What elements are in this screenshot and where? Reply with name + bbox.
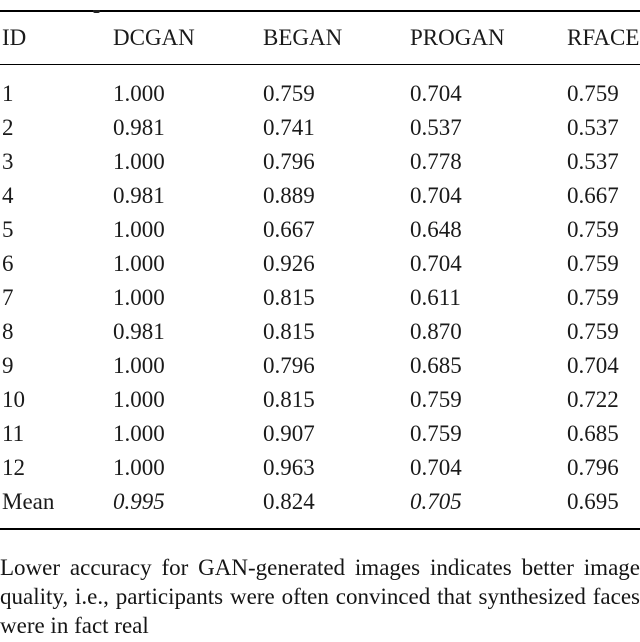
began-value: 0.741 <box>263 115 315 140</box>
dcgan-value: 0.981 <box>113 183 165 208</box>
dcgan-value: 1.000 <box>113 217 165 242</box>
progan-value: 0.537 <box>410 115 462 140</box>
rface-value: 0.759 <box>567 319 619 344</box>
column-header-progan: PROGAN <box>410 25 505 50</box>
progan-value: 0.648 <box>410 217 462 242</box>
table-body: 1 1.000 0.759 0.704 0.759 2 0.981 0.741 … <box>0 65 640 530</box>
began-value: 0.889 <box>263 183 315 208</box>
dcgan-value: 1.000 <box>113 421 165 446</box>
row-id: 10 <box>2 387 25 412</box>
row-id: 4 <box>2 183 14 208</box>
progan-value: 0.611 <box>410 285 461 310</box>
row-id: 5 <box>2 217 14 242</box>
dcgan-value: 1.000 <box>113 455 165 480</box>
progan-value: 0.759 <box>410 387 462 412</box>
rface-value: 0.759 <box>567 251 619 276</box>
began-value: 0.926 <box>263 251 315 276</box>
rface-value: 0.695 <box>567 489 619 514</box>
table-row: 11 1.000 0.907 0.759 0.685 <box>0 417 640 451</box>
row-id: 3 <box>2 149 14 174</box>
results-table: ID DCGAN BEGAN PROGAN RFACE 1 1.000 0.75… <box>0 10 640 530</box>
row-id: Mean <box>2 489 55 514</box>
rface-value: 0.722 <box>567 387 619 412</box>
began-value: 0.796 <box>263 353 315 378</box>
progan-value: 0.704 <box>410 183 462 208</box>
rface-value: 0.537 <box>567 149 619 174</box>
table-row: 2 0.981 0.741 0.537 0.537 <box>0 111 640 145</box>
rface-value: 0.685 <box>567 421 619 446</box>
table-row: 4 0.981 0.889 0.704 0.667 <box>0 179 640 213</box>
rface-value: 0.759 <box>567 285 619 310</box>
caption-line: were in fact real <box>0 613 149 638</box>
rface-value: 0.796 <box>567 455 619 480</box>
rface-value: 0.537 <box>567 115 619 140</box>
progan-value: 0.759 <box>410 421 462 446</box>
progan-value: 0.705 <box>410 489 462 514</box>
table-row: 3 1.000 0.796 0.778 0.537 <box>0 145 640 179</box>
table-row: 10 1.000 0.815 0.759 0.722 <box>0 383 640 417</box>
caption-line: Lower accuracy for GAN-generated images … <box>0 555 640 580</box>
rface-value: 0.667 <box>567 183 619 208</box>
row-id: 1 <box>2 81 14 106</box>
row-id: 2 <box>2 115 14 140</box>
progan-value: 0.704 <box>410 81 462 106</box>
rface-value: 0.704 <box>567 353 619 378</box>
progan-value: 0.778 <box>410 149 462 174</box>
rface-value: 0.759 <box>567 217 619 242</box>
column-header-began: BEGAN <box>263 25 343 50</box>
began-value: 0.815 <box>263 319 315 344</box>
began-value: 0.796 <box>263 149 315 174</box>
row-id: 7 <box>2 285 14 310</box>
row-id: 12 <box>2 455 25 480</box>
began-value: 0.667 <box>263 217 315 242</box>
table-row: 7 1.000 0.815 0.611 0.759 <box>0 281 640 315</box>
row-id: 8 <box>2 319 14 344</box>
column-header-dcgan: DCGAN <box>113 25 195 50</box>
began-value: 0.907 <box>263 421 315 446</box>
dcgan-value: 1.000 <box>113 251 165 276</box>
rface-value: 0.759 <box>567 81 619 106</box>
dcgan-value: 0.981 <box>113 319 165 344</box>
table-row: 8 0.981 0.815 0.870 0.759 <box>0 315 640 349</box>
table-row: 12 1.000 0.963 0.704 0.796 <box>0 451 640 485</box>
began-value: 0.815 <box>263 387 315 412</box>
column-header-id: ID <box>2 25 27 50</box>
dcgan-value: 1.000 <box>113 387 165 412</box>
began-value: 0.815 <box>263 285 315 310</box>
progan-value: 0.870 <box>410 319 462 344</box>
caption-line: quality, i.e., participants were often c… <box>0 584 640 609</box>
row-id: 11 <box>2 421 25 446</box>
row-id: 6 <box>2 251 14 276</box>
dcgan-value: 1.000 <box>113 81 165 106</box>
dcgan-value: 1.000 <box>113 353 165 378</box>
progan-value: 0.685 <box>410 353 462 378</box>
dcgan-value: 0.995 <box>113 489 165 514</box>
table-row: 6 1.000 0.926 0.704 0.759 <box>0 247 640 281</box>
began-value: 0.824 <box>263 489 315 514</box>
table-row: 9 1.000 0.796 0.685 0.704 <box>0 349 640 383</box>
row-id: 9 <box>2 353 14 378</box>
began-value: 0.963 <box>263 455 315 480</box>
table-header-row: ID DCGAN BEGAN PROGAN RFACE <box>0 12 640 65</box>
table-row: 1 1.000 0.759 0.704 0.759 <box>0 77 640 111</box>
column-header-rface: RFACE <box>567 25 640 50</box>
progan-value: 0.704 <box>410 455 462 480</box>
table-caption: Lower accuracy for GAN-generated images … <box>0 553 640 640</box>
cropped-text-fragment <box>93 10 100 13</box>
dcgan-value: 1.000 <box>113 285 165 310</box>
began-value: 0.759 <box>263 81 315 106</box>
table-row-mean: Mean 0.995 0.824 0.705 0.695 <box>0 485 640 519</box>
dcgan-value: 0.981 <box>113 115 165 140</box>
progan-value: 0.704 <box>410 251 462 276</box>
dcgan-value: 1.000 <box>113 149 165 174</box>
table-row: 5 1.000 0.667 0.648 0.759 <box>0 213 640 247</box>
